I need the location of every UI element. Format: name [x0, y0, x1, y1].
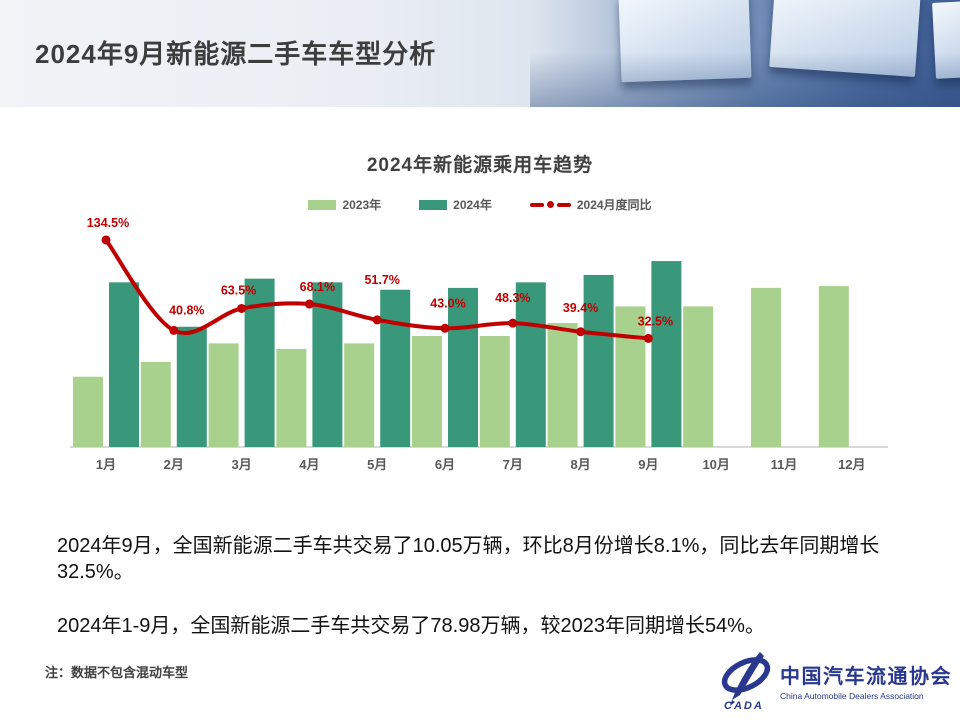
- bar-2024-1月: [109, 282, 139, 447]
- x-tick-label: 3月: [231, 457, 251, 472]
- bar-2024-8月: [583, 274, 614, 447]
- x-tick-label: 7月: [503, 457, 523, 472]
- bar-2023-3月: [208, 343, 239, 447]
- yoy-point: [304, 299, 314, 309]
- yoy-data-label: 32.5%: [638, 314, 673, 328]
- decor-cube-1: [618, 0, 752, 83]
- legend-line-dash: [556, 202, 571, 207]
- footnote: 注：数据不包含混动车型: [45, 665, 189, 680]
- x-tick-label: 9月: [638, 457, 658, 472]
- yoy-point: [169, 325, 179, 335]
- page-title: 2024年9月新能源二手车车型分析: [35, 39, 437, 69]
- legend-label-2023: 2023年: [342, 198, 382, 212]
- legend-item-2023: 2023年: [308, 196, 381, 213]
- yoy-point: [237, 303, 247, 313]
- yoy-data-label: 134.5%: [87, 216, 129, 230]
- yoy-point: [101, 235, 111, 245]
- x-tick-label: 10月: [702, 457, 729, 472]
- cada-logo: CADA 中国汽车流通协会 China Automobile Dealers A…: [719, 650, 952, 710]
- legend-label-2024: 2024年: [453, 198, 492, 212]
- bar-2023-4月: [276, 348, 307, 447]
- bar-2023-12月: [818, 286, 849, 447]
- yoy-data-label: 48.3%: [495, 291, 530, 305]
- summary-paragraph-1: 2024年9月，全国新能源二手车共交易了10.05万辆，环比8月份增长8.1%，…: [57, 535, 880, 583]
- yoy-point: [576, 327, 586, 337]
- bar-2024-5月: [380, 289, 411, 447]
- bar-2024-9月: [651, 261, 682, 447]
- bar-2023-5月: [344, 343, 375, 447]
- x-tick-label: 1月: [96, 457, 116, 472]
- x-tick-label: 8月: [570, 457, 590, 472]
- legend-line-icon: [529, 201, 571, 208]
- cada-emblem-text: CADA: [724, 700, 764, 710]
- logo-name-en: China Automobile Dealers Association: [780, 690, 924, 701]
- yoy-data-label: 68.1%: [300, 280, 335, 294]
- bar-2023-11月: [751, 287, 781, 447]
- yoy-point: [508, 318, 518, 328]
- bar-2023-7月: [479, 336, 510, 447]
- yoy-data-label: 43.0%: [430, 296, 465, 310]
- summary-paragraph-2: 2024年1-9月，全国新能源二手车共交易了78.98万辆，较2023年同期增长…: [57, 615, 765, 637]
- legend-item-yoy: 2024月度同比: [529, 196, 652, 213]
- bar-2023-2月: [140, 361, 171, 447]
- yoy-point: [440, 323, 450, 333]
- cada-emblem-icon: CADA: [721, 652, 771, 710]
- x-tick-label: 6月: [435, 457, 455, 472]
- bar-2023-9月: [615, 306, 646, 447]
- decor-cube-2: [769, 0, 921, 77]
- bar-2023-6月: [412, 336, 442, 447]
- x-tick-label: 5月: [367, 457, 387, 472]
- x-tick-label: 4月: [299, 457, 319, 472]
- yoy-data-label: 39.4%: [563, 301, 598, 315]
- legend-item-2024: 2024年: [419, 196, 492, 213]
- x-tick-label: 12月: [838, 457, 865, 472]
- x-tick-label: 11月: [771, 457, 798, 472]
- legend-swatch-2023: [308, 199, 337, 210]
- yoy-data-label: 51.7%: [364, 273, 399, 287]
- header-banner: 2024年9月新能源二手车车型分析: [0, 0, 960, 107]
- bar-2023-8月: [547, 323, 578, 447]
- yoy-point: [643, 333, 653, 343]
- trend-chart-plot: 1月 2月 3月 4月 5月 6月 7月 8月 9月 10月 11月 12月 134.5% 40.8% 63…: [70, 216, 888, 472]
- bar-2023-1月: [73, 376, 103, 447]
- yoy-data-label: 63.5%: [221, 283, 256, 297]
- chart-title: 2024年新能源乘用车趋势: [366, 155, 594, 176]
- x-tick-label: 2月: [164, 457, 184, 472]
- yoy-data-label: 40.8%: [169, 303, 204, 317]
- logo-text: 中国汽车流通协会 China Automobile Dealers Associ…: [780, 660, 952, 701]
- bar-2024-2月: [176, 326, 207, 447]
- bar-2024-7月: [515, 282, 546, 447]
- legend-line-dash: [529, 202, 544, 207]
- logo-name-cn: 中国汽车流通协会: [780, 665, 952, 688]
- decor-cube-3: [932, 1, 960, 79]
- bar-2023-10月: [683, 306, 714, 447]
- legend-line-dot: [546, 201, 554, 208]
- bar-2024-6月: [448, 287, 478, 447]
- legend-swatch-2024: [419, 199, 448, 210]
- chart-legend: 2023年 2024年 2024月度同比: [0, 196, 960, 213]
- legend-label-yoy: 2024月度同比: [576, 198, 652, 212]
- summary-text: 2024年9月，全国新能源二手车共交易了10.05万辆，环比8月份增长8.1%，…: [57, 533, 932, 667]
- yoy-point: [372, 315, 382, 325]
